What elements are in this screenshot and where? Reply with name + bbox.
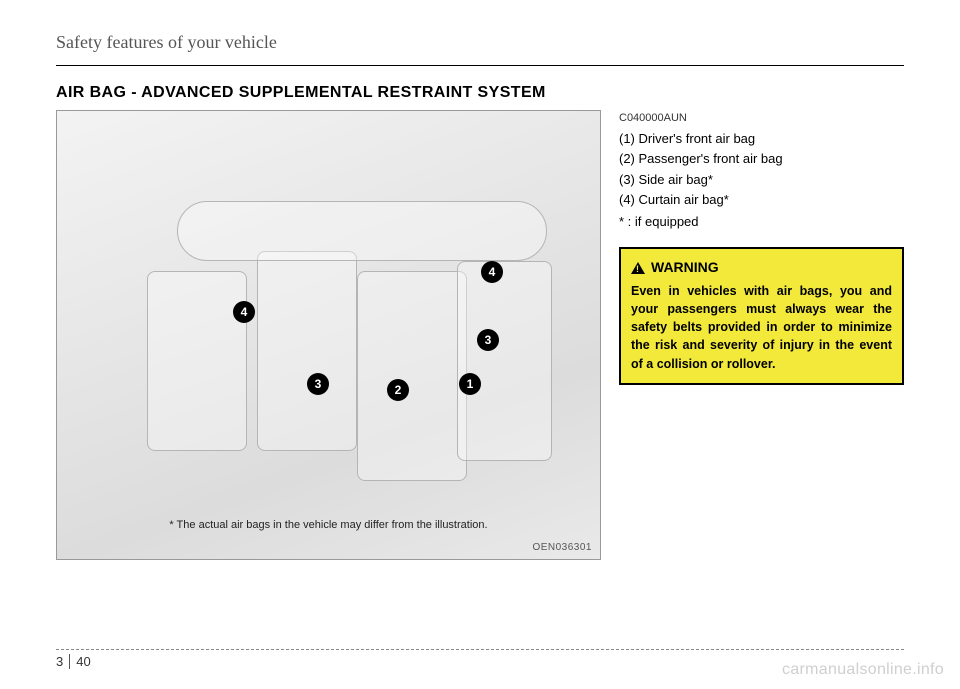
warning-box: WARNING Even in vehicles with air bags, … [619,247,904,385]
figure-callout: 3 [477,329,499,351]
chapter-rule [56,65,904,66]
figure-image-id: OEN036301 [532,542,592,553]
chapter-title: Safety features of your vehicle [56,32,904,59]
warning-title-row: WARNING [631,257,892,278]
page-number-value: 40 [70,654,90,669]
airbag-figure: 1 2 3 3 4 4 * The actual air bags in the vehi… [56,110,601,560]
seat-shape [357,271,467,481]
right-column: C040000AUN (1) Driver's front air bag (2… [619,110,904,385]
footer-rule [56,649,904,650]
seat-shape [257,251,357,451]
figure-callout: 2 [387,379,409,401]
figure-callout: 3 [307,373,329,395]
page-number: 3 40 [56,654,904,669]
figure-callout: 4 [233,301,255,323]
warning-triangle-icon [631,262,645,274]
figure-callout: 1 [459,373,481,395]
figure-caption: * The actual air bags in the vehicle may… [57,519,600,531]
legend-item: (2) Passenger's front air bag [619,149,904,169]
legend-item: (3) Side air bag* [619,170,904,190]
watermark-text: carmanualsonline.info [782,661,944,679]
warning-title-text: WARNING [651,257,719,278]
legend-footnote: * : if equipped [619,212,904,232]
legend-item: (4) Curtain air bag* [619,190,904,210]
manual-page: Safety features of your vehicle AIR BAG … [0,0,960,689]
legend-item: (1) Driver's front air bag [619,129,904,149]
chapter-number: 3 [56,654,70,669]
section-title: AIR BAG - ADVANCED SUPPLEMENTAL RESTRAIN… [56,84,904,102]
seat-shape [147,271,247,451]
content-code: C040000AUN [619,110,904,127]
figure-callout: 4 [481,261,503,283]
warning-body: Even in vehicles with air bags, you and … [631,282,892,373]
seat-shape [457,261,552,461]
page-footer: 3 40 [56,649,904,669]
content-row: 1 2 3 3 4 4 * The actual air bags in the vehi… [56,110,904,560]
seat-shape [177,201,547,261]
